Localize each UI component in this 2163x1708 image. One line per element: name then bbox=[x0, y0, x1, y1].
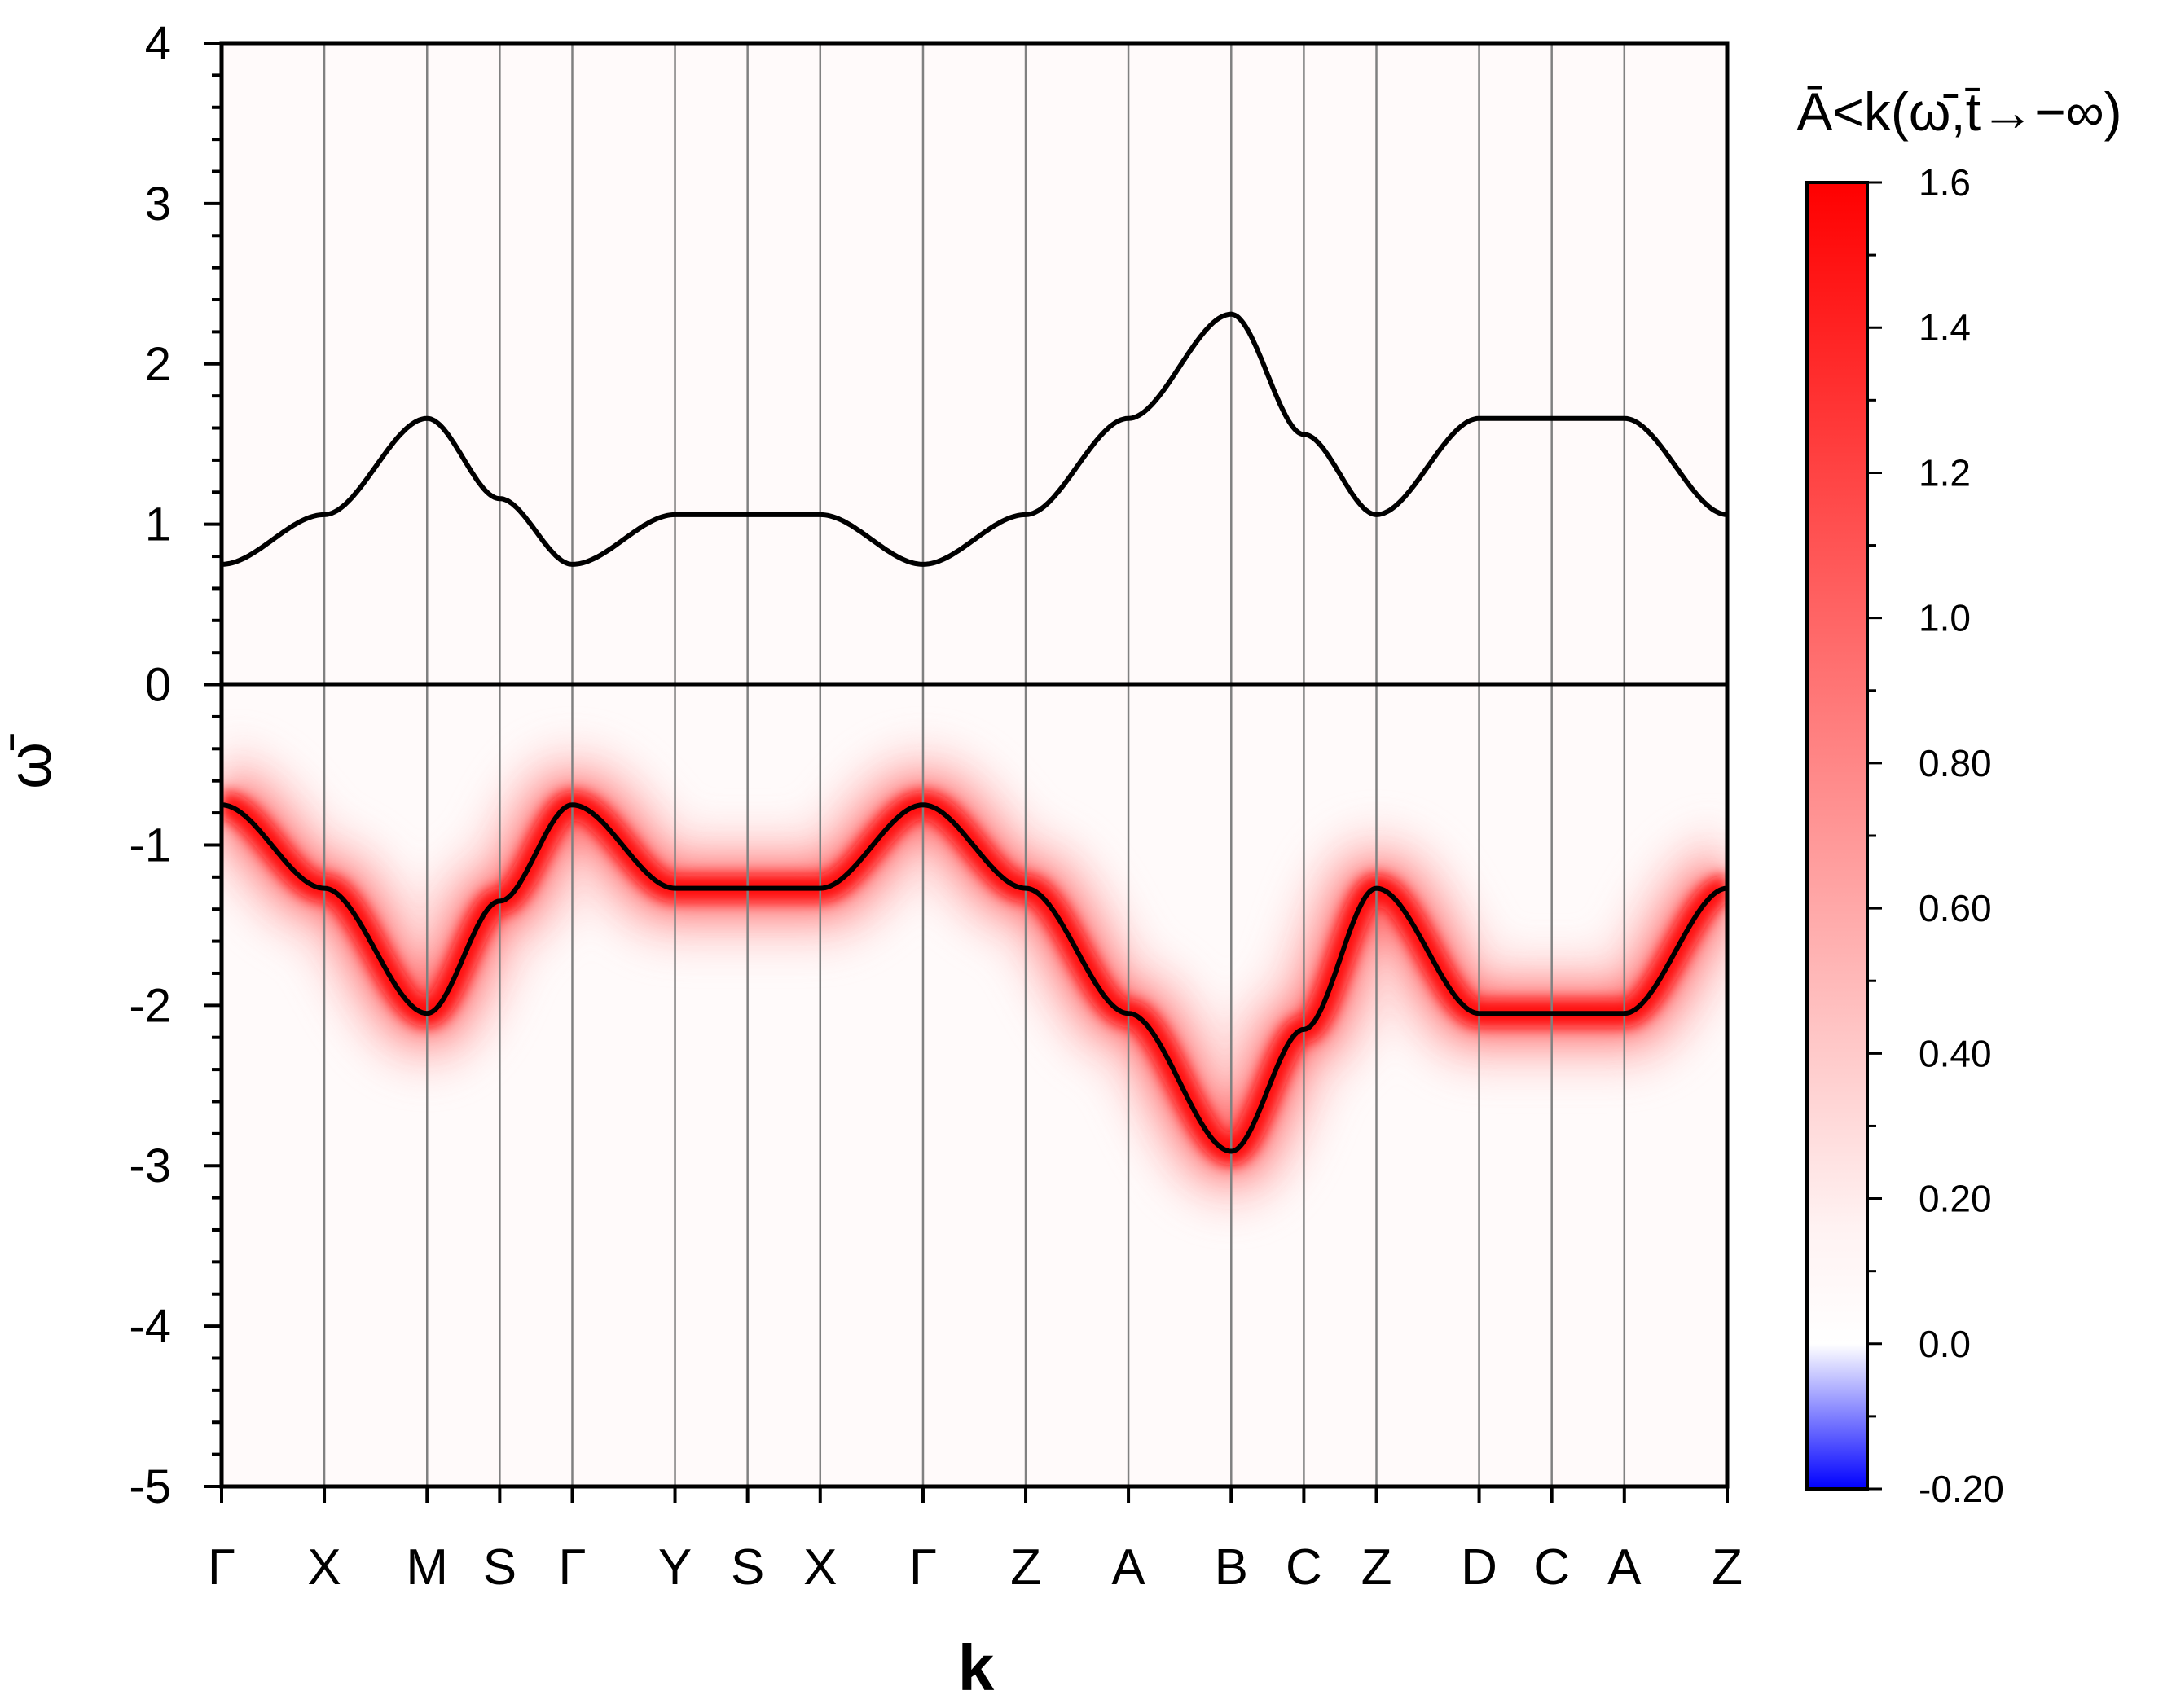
colorbar-tick-label: 1.0 bbox=[1919, 597, 1971, 639]
k-point-label: S bbox=[731, 1539, 764, 1596]
colorbar-gradient bbox=[1805, 181, 1869, 1491]
upper-band-line bbox=[222, 311, 1727, 567]
y-tick-label: 2 bbox=[145, 338, 171, 391]
colorbar: 1.6 1.4 1.2 1.0 0.80 0.60 0.40 0.20 0.0 -0.20 Ā<k… bbox=[1796, 81, 2121, 1510]
y-tick-label: 1 bbox=[145, 498, 171, 551]
plot-frame bbox=[219, 41, 1730, 1489]
k-point-label: Z bbox=[1712, 1539, 1743, 1596]
k-point-label: Γ bbox=[208, 1539, 235, 1596]
colorbar-tick-label: 0.20 bbox=[1919, 1178, 1992, 1220]
k-point-label: C bbox=[1286, 1539, 1322, 1596]
k-point-label: A bbox=[1607, 1539, 1642, 1596]
colorbar-tick-label: 0.0 bbox=[1919, 1323, 1971, 1365]
plot-area bbox=[219, 41, 1730, 1489]
colorbar-tick-label: 1.4 bbox=[1919, 306, 1971, 349]
high-symmetry-lines bbox=[323, 43, 1626, 1486]
k-point-label: Γ bbox=[909, 1539, 937, 1596]
y-tick-label: -1 bbox=[129, 819, 171, 872]
colorbar-tick-label: 1.6 bbox=[1919, 161, 1971, 204]
y-tick-label: -3 bbox=[129, 1139, 171, 1192]
k-point-label: X bbox=[803, 1539, 837, 1596]
y-tick-label: 3 bbox=[145, 178, 171, 231]
y-tick-label: -4 bbox=[129, 1300, 171, 1353]
colorbar-ticks: 1.6 1.4 1.2 1.0 0.80 0.60 0.40 0.20 0.0 -0.20 bbox=[1867, 161, 2004, 1510]
k-point-label: C bbox=[1533, 1539, 1570, 1596]
y-axis-label: ω̄ bbox=[0, 734, 64, 789]
band-lines bbox=[222, 311, 1727, 1154]
colorbar-tick-label: 0.80 bbox=[1919, 742, 1992, 784]
colorbar-tick-label: -0.20 bbox=[1919, 1468, 2004, 1510]
k-point-label: D bbox=[1461, 1539, 1497, 1596]
k-point-label: Γ bbox=[558, 1539, 586, 1596]
k-point-label: Z bbox=[1361, 1539, 1392, 1596]
k-point-label: Y bbox=[658, 1539, 692, 1596]
k-point-label: S bbox=[483, 1539, 517, 1596]
y-tick-label: -2 bbox=[129, 979, 171, 1032]
colorbar-tick-label: 1.2 bbox=[1919, 451, 1971, 494]
k-point-label: B bbox=[1215, 1539, 1248, 1596]
k-point-label: X bbox=[307, 1539, 341, 1596]
colorbar-tick-label: 0.60 bbox=[1919, 887, 1992, 929]
y-axis: 4 3 2 1 0 -1 -2 -3 -4 -5 bbox=[129, 17, 222, 1513]
k-point-label: A bbox=[1111, 1539, 1145, 1596]
lower-band-line bbox=[222, 802, 1727, 1154]
k-point-label: Z bbox=[1010, 1539, 1041, 1596]
y-tick-label: 0 bbox=[145, 659, 171, 712]
y-tick-label: -5 bbox=[129, 1460, 171, 1513]
x-axis-label: k bbox=[958, 1631, 995, 1704]
y-tick-label: 4 bbox=[145, 17, 171, 70]
colorbar-title: Ā<k(ω̄,t̄→−∞) bbox=[1796, 81, 2121, 142]
colorbar-tick-label: 0.40 bbox=[1919, 1032, 1992, 1074]
k-point-label: M bbox=[406, 1539, 448, 1596]
